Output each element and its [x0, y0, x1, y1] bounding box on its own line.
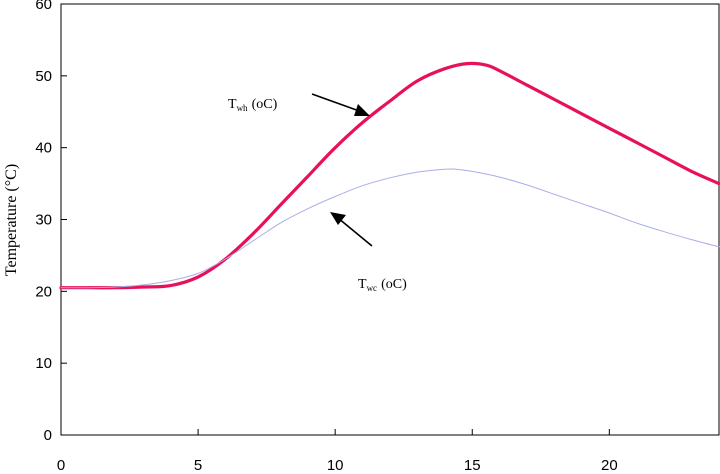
x-tick-label: 15 — [464, 457, 481, 474]
annotation-twc-arrow — [337, 217, 373, 247]
y-tick-label: 10 — [35, 355, 52, 372]
y-tick-label: 30 — [35, 212, 52, 229]
y-axis-title: Temperature (°C) — [3, 164, 20, 276]
annotation-twh-label: Twh (oC) — [228, 97, 278, 113]
annotation-twh-sub: wh — [237, 103, 248, 113]
x-tick-label: 0 — [57, 457, 65, 474]
x-tick-label: 20 — [601, 457, 618, 474]
annotation-twc-sub: wc — [367, 283, 378, 293]
annotation-twc-arrowhead — [330, 212, 346, 225]
annotation-twh: Twh (oC) — [228, 93, 370, 116]
annotation-twc-rest: (oC) — [381, 277, 407, 292]
annotation-twh-arrowhead — [354, 104, 370, 116]
annotation-twc-label: Twc (oC) — [358, 277, 407, 293]
series-layer — [59, 61, 720, 290]
series-line-twh — [59, 61, 720, 290]
x-tick-label: 10 — [327, 457, 344, 474]
y-tick-label: 20 — [35, 283, 52, 300]
annotation-twh-rest: (oC) — [252, 97, 278, 112]
series-line-twc — [60, 168, 720, 289]
annotation-twh-main: T — [228, 97, 237, 112]
x-axis: 0 5 10 15 20 — [57, 429, 618, 474]
annotation-twc-main: T — [358, 277, 367, 292]
annotation-twh-arrow — [311, 93, 363, 113]
y-tick-label: 40 — [35, 140, 52, 157]
x-tick-label: 5 — [194, 457, 202, 474]
y-tick-label: 0 — [44, 427, 52, 444]
plot-frame — [60, 3, 720, 436]
y-tick-label: 50 — [35, 68, 52, 85]
y-axis: 0 10 20 30 40 50 60 — [35, 0, 67, 444]
y-tick-label: 60 — [35, 0, 52, 13]
annotation-twc: Twc (oC) — [330, 212, 407, 293]
